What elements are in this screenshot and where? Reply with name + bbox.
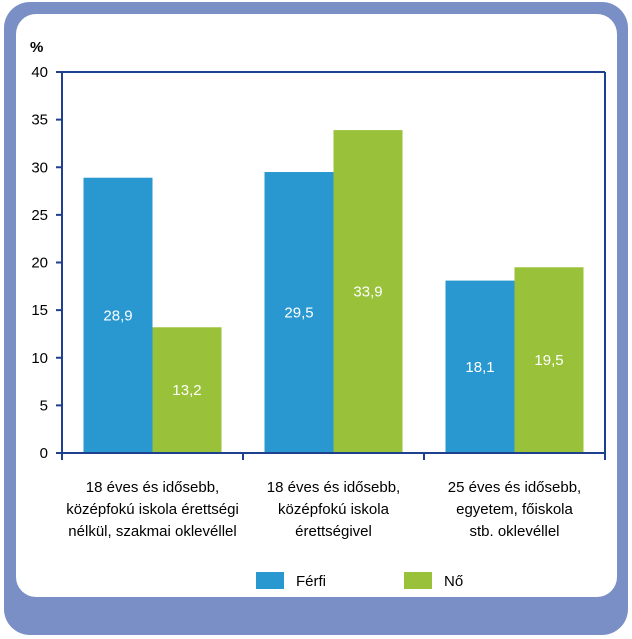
y-tick-label-0: 0 xyxy=(40,445,48,462)
bar-no-2 xyxy=(514,267,584,453)
data-label-no-2: 19,5 xyxy=(534,352,563,369)
category-label-2: 25 éves és idősebb, egyetem, főiskola stb.… xyxy=(448,479,581,540)
data-label-ferfi-2: 18,1 xyxy=(465,359,494,376)
data-label-no-0: 13,2 xyxy=(172,382,201,399)
y-tick-label-40: 40 xyxy=(31,64,48,81)
bar-ferfi-0 xyxy=(83,177,153,454)
y-tick-label-25: 25 xyxy=(31,207,48,224)
y-tick-label-5: 5 xyxy=(40,397,48,414)
category-label-line: középfokú iskola xyxy=(278,501,390,518)
category-label-line: stb. oklevéllel xyxy=(469,523,559,540)
bar-no-1 xyxy=(333,130,403,454)
category-label-0: 18 éves és idősebb, középfokú iskola éret… xyxy=(66,479,239,540)
legend-label-ferfi: Férfi xyxy=(296,573,326,590)
category-label-1: 18 éves és idősebb, középfokú iskola érett… xyxy=(267,479,400,540)
y-tick-label-30: 30 xyxy=(31,159,48,176)
data-label-no-1: 33,9 xyxy=(353,284,382,301)
bar-no-0 xyxy=(152,327,222,453)
legend-swatch-no xyxy=(404,572,432,589)
y-tick-label-10: 10 xyxy=(31,350,48,367)
y-tick-label-35: 35 xyxy=(31,112,48,129)
category-label-line: nélkül, szakmai oklevéllel xyxy=(68,523,236,540)
bar-ferfi-2 xyxy=(445,280,515,453)
category-label-line: 25 éves és idősebb, xyxy=(448,479,581,496)
labels-group: 28,9 29,5 18,1 13,2 33,9 19,5 0 5 10 15 20 25 30 35 40… xyxy=(31,64,581,540)
legend-swatch-ferfi xyxy=(256,572,284,589)
axes-group xyxy=(56,71,606,460)
legend-label-no: Nő xyxy=(444,573,463,590)
y-tick-label-15: 15 xyxy=(31,302,48,319)
bars-group xyxy=(83,130,584,454)
category-label-line: egyetem, főiskola xyxy=(456,501,573,518)
category-label-line: érettségivel xyxy=(295,523,372,540)
category-label-line: középfokú iskola érettségi xyxy=(66,501,239,518)
data-label-ferfi-0: 28,9 xyxy=(103,307,132,324)
category-label-line: 18 éves és idősebb, xyxy=(267,479,400,496)
y-unit-label: % xyxy=(30,39,43,56)
y-tick-label-20: 20 xyxy=(31,255,48,272)
bar-ferfi-1 xyxy=(264,172,334,453)
legend: Férfi Nő xyxy=(256,572,463,590)
category-label-line: 18 éves és idősebb, xyxy=(86,479,219,496)
data-label-ferfi-1: 29,5 xyxy=(284,305,313,322)
